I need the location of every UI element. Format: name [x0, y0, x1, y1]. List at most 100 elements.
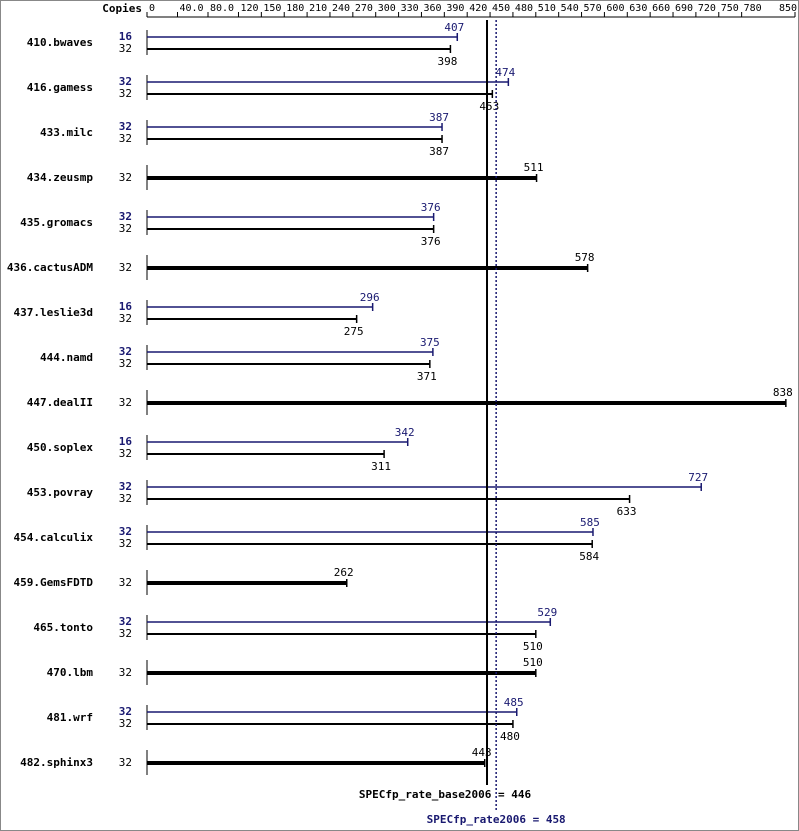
copies-label: 32: [119, 120, 132, 133]
copies-label: 32: [119, 492, 132, 505]
benchmark-label: 459.GemsFDTD: [14, 576, 94, 589]
copies-label: 32: [119, 210, 132, 223]
x-tick-label: 850: [779, 3, 797, 14]
copies-label: 32: [119, 87, 132, 100]
x-tick-label: 300: [378, 3, 396, 14]
benchmark-label: 410.bwaves: [27, 36, 93, 49]
copies-label: 32: [119, 312, 132, 325]
value-label: 262: [334, 566, 354, 579]
copies-label: 32: [119, 576, 132, 589]
value-label: 376: [421, 201, 441, 214]
benchmark-label: 447.dealII: [27, 396, 93, 409]
value-label: 511: [524, 161, 544, 174]
x-tick-label: 80.0: [210, 3, 234, 14]
value-label: 529: [537, 606, 557, 619]
copies-label: 32: [119, 222, 132, 235]
x-tick-label: 780: [744, 3, 762, 14]
copies-label: 32: [119, 717, 132, 730]
x-tick-label: 690: [675, 3, 693, 14]
benchmark-label: 482.sphinx3: [20, 756, 93, 769]
value-label: 838: [773, 386, 793, 399]
value-label: 311: [371, 460, 391, 473]
copies-label: 32: [119, 447, 132, 460]
x-tick-label: 570: [584, 3, 602, 14]
copies-label: 32: [119, 525, 132, 538]
value-label: 376: [421, 235, 441, 248]
x-tick-label: 450: [492, 3, 510, 14]
value-label: 342: [395, 426, 415, 439]
x-tick-label: 180: [286, 3, 304, 14]
x-tick-label: 240: [332, 3, 350, 14]
value-label: 510: [523, 640, 543, 653]
value-label: 485: [504, 696, 524, 709]
value-label: 453: [479, 100, 499, 113]
copies-label: 32: [119, 171, 132, 184]
reference-label: SPECfp_rate_base2006 = 446: [359, 788, 532, 801]
copies-label: 32: [119, 756, 132, 769]
x-tick-label: 420: [469, 3, 487, 14]
x-tick-label: 210: [309, 3, 327, 14]
copies-label: 32: [119, 480, 132, 493]
benchmark-label: 437.leslie3d: [14, 306, 93, 319]
copies-label: 16: [119, 435, 133, 448]
copies-label: 32: [119, 537, 132, 550]
x-tick-label: 720: [698, 3, 716, 14]
copies-label: 32: [119, 345, 132, 358]
value-label: 387: [429, 111, 449, 124]
value-label: 296: [360, 291, 380, 304]
copies-label: 32: [119, 75, 132, 88]
benchmark-label: 416.gamess: [27, 81, 93, 94]
value-label: 474: [495, 66, 515, 79]
benchmark-label: 435.gromacs: [20, 216, 93, 229]
x-tick-label: 540: [561, 3, 579, 14]
copies-label: 32: [119, 42, 132, 55]
value-label: 727: [688, 471, 708, 484]
copies-header: Copies: [102, 2, 142, 15]
copies-label: 16: [119, 30, 133, 43]
copies-label: 32: [119, 705, 132, 718]
benchmark-label: 470.lbm: [47, 666, 94, 679]
copies-label: 16: [119, 300, 133, 313]
x-tick-label: 0: [149, 3, 155, 14]
x-tick-label: 660: [652, 3, 670, 14]
x-tick-label: 750: [721, 3, 739, 14]
value-label: 585: [580, 516, 600, 529]
copies-label: 32: [119, 357, 132, 370]
value-label: 387: [429, 145, 449, 158]
x-tick-label: 330: [401, 3, 419, 14]
x-tick-label: 630: [629, 3, 647, 14]
benchmark-label: 481.wrf: [47, 711, 93, 724]
benchmark-label: 450.soplex: [27, 441, 94, 454]
value-label: 584: [579, 550, 599, 563]
value-label: 275: [344, 325, 364, 338]
benchmark-label: 453.povray: [27, 486, 94, 499]
x-tick-label: 480: [515, 3, 533, 14]
benchmark-label: 433.milc: [40, 126, 93, 139]
x-tick-label: 360: [423, 3, 441, 14]
copies-label: 32: [119, 615, 132, 628]
value-label: 407: [444, 21, 464, 34]
copies-label: 32: [119, 396, 132, 409]
copies-label: 32: [119, 666, 132, 679]
benchmark-label: 465.tonto: [33, 621, 93, 634]
reference-label: SPECfp_rate2006 = 458: [427, 813, 566, 826]
value-label: 480: [500, 730, 520, 743]
value-label: 633: [617, 505, 637, 518]
x-tick-label: 600: [606, 3, 624, 14]
value-label: 371: [417, 370, 437, 383]
x-tick-label: 40.0: [179, 3, 203, 14]
value-label: 375: [420, 336, 440, 349]
x-tick-label: 150: [263, 3, 281, 14]
x-tick-label: 120: [240, 3, 258, 14]
benchmark-label: 444.namd: [40, 351, 93, 364]
x-tick-label: 510: [538, 3, 556, 14]
benchmark-label: 436.cactusADM: [7, 261, 93, 274]
x-tick-label: 270: [355, 3, 373, 14]
x-tick-label: 390: [446, 3, 464, 14]
benchmark-label: 434.zeusmp: [27, 171, 94, 184]
copies-label: 32: [119, 627, 132, 640]
value-label: 443: [472, 746, 492, 759]
value-label: 510: [523, 656, 543, 669]
value-label: 578: [575, 251, 595, 264]
